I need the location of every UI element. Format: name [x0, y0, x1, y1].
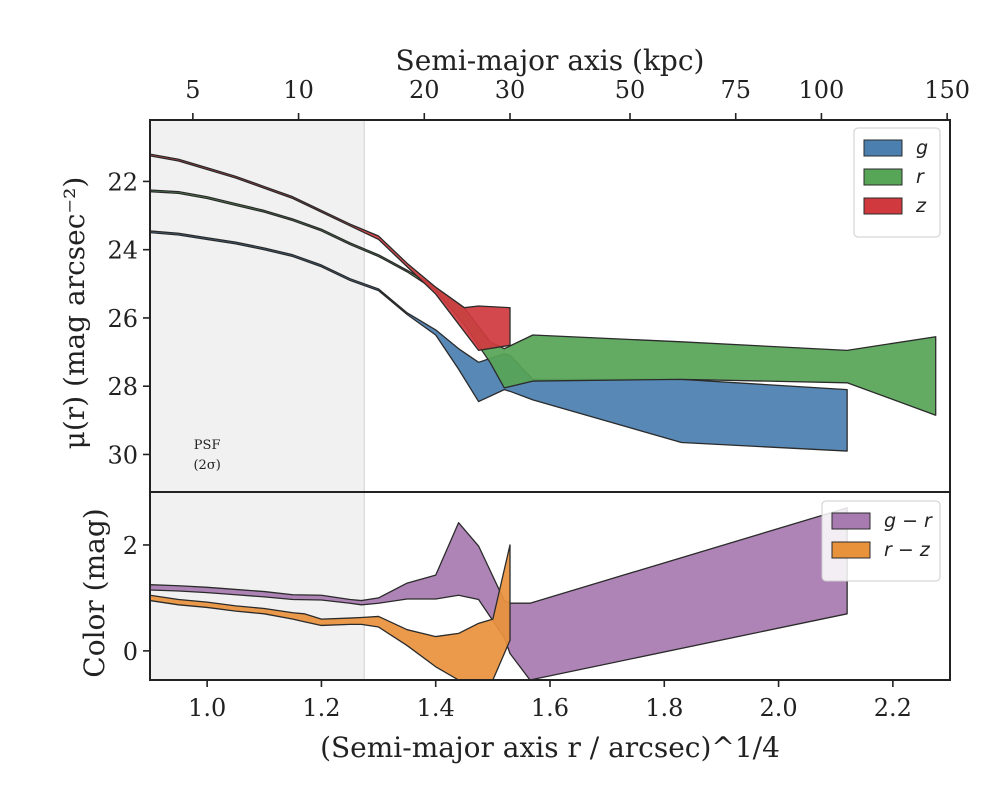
- y-tick-label: 0: [123, 638, 138, 666]
- top-axis-tick-label: 50: [615, 76, 646, 104]
- legend-label-g: g: [916, 137, 928, 159]
- legend-swatch: [831, 541, 871, 559]
- y-tick-label: 30: [107, 441, 138, 469]
- x-tick-label: 1.2: [302, 694, 340, 722]
- legend-label-g-minus-r: g − r: [884, 510, 933, 532]
- band-r-minus-z: [150, 544, 511, 680]
- band-g: [150, 230, 848, 452]
- y-tick-label: 26: [107, 305, 138, 333]
- legend-swatch: [863, 168, 903, 186]
- x-tick-label: 2.2: [874, 694, 912, 722]
- top-axis-tick-label: 10: [283, 76, 314, 104]
- bottom-panel-y-axis-title: Color (mag): [78, 508, 111, 677]
- legend-label-z: z: [915, 195, 927, 217]
- top-axis-tick-label: 75: [720, 76, 751, 104]
- y-tick-label: 2: [123, 532, 138, 560]
- x-tick-label: 1.8: [645, 694, 683, 722]
- band-r: [150, 189, 937, 416]
- y-tick-label: 24: [107, 237, 138, 265]
- top-panel-y-axis-title: μ(r) (mag arcsec⁻²): [58, 177, 91, 450]
- legend-swatch: [863, 139, 903, 157]
- band-z: [150, 153, 511, 352]
- legend-label-r-minus-z: r − z: [884, 539, 931, 561]
- top-axis-tick-label: 150: [924, 76, 970, 104]
- x-tick-label: 1.0: [188, 694, 226, 722]
- top-axis-tick-label: 100: [799, 76, 845, 104]
- legend-swatch: [831, 512, 871, 530]
- legend-swatch: [863, 197, 903, 215]
- y-tick-label: 28: [107, 373, 138, 401]
- legend-label-r: r: [916, 166, 925, 188]
- top-axis-title: Semi-major axis (kpc): [396, 44, 705, 77]
- psf-annotation-label: PSF: [194, 438, 221, 453]
- top-axis-tick-label: 20: [409, 76, 440, 104]
- top-axis-tick-label: 5: [185, 76, 200, 104]
- x-tick-label: 1.6: [531, 694, 569, 722]
- y-tick-label: 22: [107, 168, 138, 196]
- x-tick-label: 1.4: [417, 694, 455, 722]
- x-tick-label: 2.0: [759, 694, 797, 722]
- top-axis-tick-label: 30: [495, 76, 526, 104]
- psf-annotation-sigma: (2σ): [193, 458, 220, 473]
- x-axis-title: (Semi-major axis r / arcsec)^1/4: [320, 731, 780, 764]
